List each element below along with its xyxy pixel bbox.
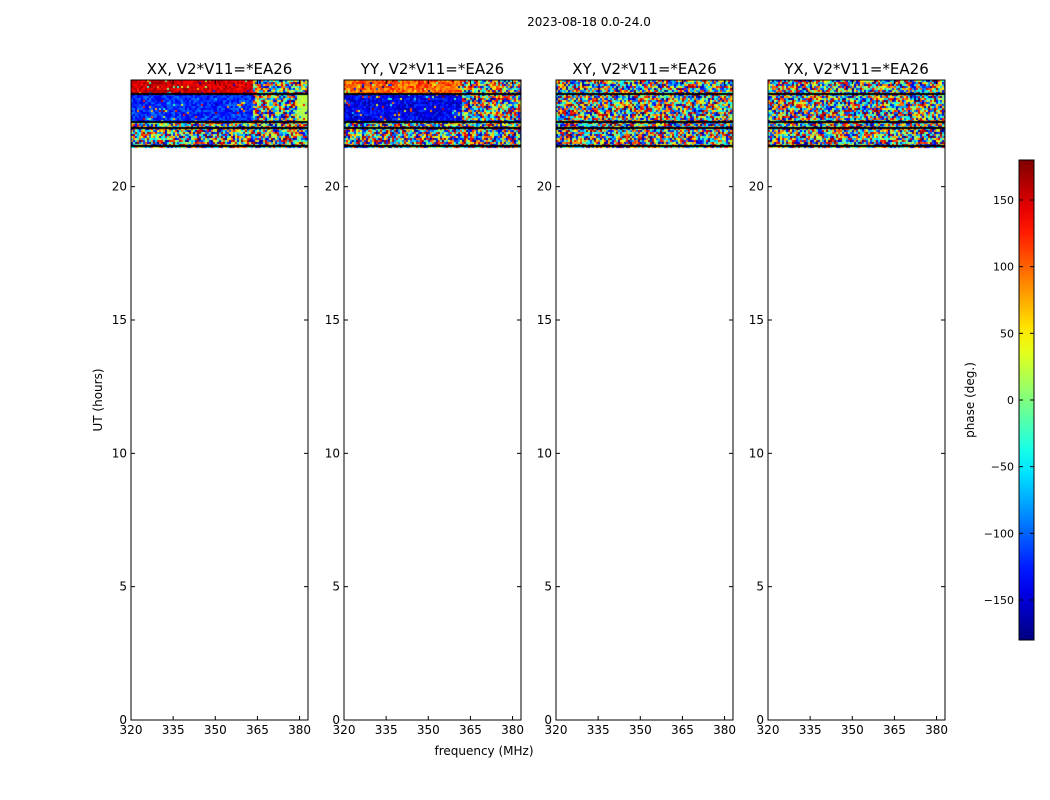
x-tick-label: 365: [459, 723, 482, 737]
y-tick-label: 15: [325, 313, 340, 327]
y-tick-label: 5: [756, 580, 764, 594]
x-tick-label: 320: [545, 723, 568, 737]
plot-frame: [767, 79, 946, 721]
panel-title: XX, V2*V11=*EA26: [147, 60, 293, 78]
colorbar: −150 −100 −50 0 50 100 150: [984, 159, 1035, 641]
y-tick-label: 15: [112, 313, 127, 327]
heatmap-image: [131, 80, 308, 720]
y-tick-label: 0: [332, 713, 340, 727]
y-tick-label: 5: [332, 580, 340, 594]
panel-title: XY, V2*V11=*EA26: [572, 60, 717, 78]
colorbar-label: phase (deg.): [963, 362, 977, 438]
y-tick-label: 0: [756, 713, 764, 727]
panel-title: YX, V2*V11=*EA26: [783, 60, 929, 78]
x-tick-label: 335: [162, 723, 185, 737]
x-tick-label: 380: [288, 723, 311, 737]
y-tick-label: 10: [749, 446, 764, 460]
y-tick-label: 10: [325, 446, 340, 460]
y-tick-label: 10: [112, 446, 127, 460]
x-tick-label: 350: [417, 723, 440, 737]
colorbar-tick-label: 150: [993, 194, 1014, 207]
heatmap-image: [768, 80, 945, 720]
x-axis-label: frequency (MHz): [434, 744, 533, 758]
x-tick-label: 380: [925, 723, 948, 737]
x-tick-label: 320: [120, 723, 143, 737]
y-tick-label: 5: [119, 580, 127, 594]
x-tick-label: 320: [333, 723, 356, 737]
x-tick-label: 365: [246, 723, 269, 737]
plot-frame: [130, 79, 309, 721]
y-tick-label: 10: [537, 446, 552, 460]
panel-2: YY, V2*V11=*EA26 0 5 10 15 20 320 335 350 365 380: [325, 60, 524, 737]
y-tick-label: 0: [119, 713, 127, 727]
x-tick-label: 320: [757, 723, 780, 737]
x-tick-label: 380: [713, 723, 736, 737]
heatmap-image: [556, 80, 733, 720]
heatmap-image: [344, 80, 521, 720]
x-tick-label: 350: [204, 723, 227, 737]
plot-frame: [343, 79, 522, 721]
colorbar-tick-label: −150: [984, 594, 1014, 607]
y-tick-label: 20: [112, 180, 127, 194]
chart-suptitle: 2023-08-18 0.0-24.0: [527, 15, 651, 29]
colorbar-tick-label: 50: [1000, 327, 1014, 340]
x-tick-label: 365: [671, 723, 694, 737]
y-tick-label: 20: [749, 180, 764, 194]
panel-title: YY, V2*V11=*EA26: [360, 60, 504, 78]
x-tick-label: 350: [841, 723, 864, 737]
plot-frame: [555, 79, 734, 721]
y-tick-label: 20: [325, 180, 340, 194]
colorbar-tick-label: −100: [984, 527, 1014, 540]
y-tick-label: 5: [544, 580, 552, 594]
x-tick-label: 365: [883, 723, 906, 737]
y-tick-label: 15: [749, 313, 764, 327]
x-tick-label: 335: [799, 723, 822, 737]
y-tick-label: 20: [537, 180, 552, 194]
y-axis-label: UT (hours): [91, 368, 105, 431]
y-tick-label: 15: [537, 313, 552, 327]
y-tick-label: 0: [544, 713, 552, 727]
panel-3: XY, V2*V11=*EA26 0 5 10 15 20 320 335 350 365 380: [537, 60, 736, 737]
x-tick-label: 380: [501, 723, 524, 737]
panel-1: XX, V2*V11=*EA26 0 5 10 15 20 320 335 350 365 380: [112, 60, 311, 737]
colorbar-tick-label: 0: [1007, 394, 1014, 407]
panel-4: YX, V2*V11=*EA26 0 5 10 15 20 320 335 350 365 380: [749, 60, 948, 737]
colorbar-tick-label: 100: [993, 261, 1014, 274]
x-tick-label: 350: [629, 723, 652, 737]
colorbar-tick-label: −50: [991, 461, 1014, 474]
x-tick-label: 335: [587, 723, 610, 737]
x-tick-label: 335: [375, 723, 398, 737]
